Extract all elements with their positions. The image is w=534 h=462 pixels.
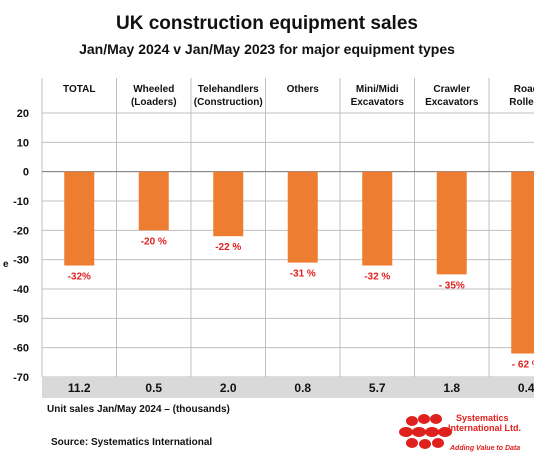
category-label: Telehandlers — [198, 84, 259, 95]
category-label: Wheeled — [133, 84, 174, 95]
category-label: TOTAL — [63, 84, 95, 95]
y-tick-label: -70 — [13, 372, 29, 384]
bar — [138, 171, 169, 231]
unit-sales-note: Unit sales Jan/May 2024 – (thousands) — [47, 404, 230, 415]
chart-subtitle: Jan/May 2024 v Jan/May 2023 for major eq… — [79, 41, 455, 57]
data-label: -22 % — [215, 242, 241, 253]
logo-line2: International Ltd. — [448, 423, 521, 433]
y-tick-label: -50 — [13, 313, 29, 325]
bar — [213, 171, 244, 237]
bar — [287, 171, 318, 263]
y-tick-label: -30 — [13, 255, 29, 267]
y-tick-label: -60 — [13, 343, 29, 355]
logo-line1: Systematics — [456, 413, 509, 423]
category-label: Excavators — [351, 97, 405, 108]
category-label: Mini/Midi — [356, 84, 399, 95]
systematics-logo: Systematics International Ltd. Adding Va… — [399, 413, 521, 452]
bar — [64, 171, 95, 266]
unit-sales-value: 0.5 — [145, 381, 162, 395]
unit-sales-value: 11.2 — [68, 381, 91, 395]
data-label: -31 % — [290, 269, 316, 280]
bar — [511, 171, 534, 354]
category-label: (Construction) — [194, 97, 263, 108]
category-label: Road — [514, 84, 534, 95]
y-tick-label: -10 — [13, 196, 29, 208]
data-label: -32% — [68, 272, 91, 283]
category-label: Others — [287, 84, 320, 95]
data-label: - 35% — [439, 280, 465, 291]
data-label: - 62 % — [512, 360, 534, 371]
y-tick-label: 10 — [17, 137, 29, 149]
y-tick-label: 0 — [23, 167, 29, 179]
bar — [436, 171, 467, 275]
unit-sales-value: 0.4 — [518, 381, 534, 395]
category-label: Crawler — [433, 84, 470, 95]
y-axis-label: e — [3, 259, 9, 270]
y-tick-label: -20 — [13, 225, 29, 237]
chart-title: UK construction equipment sales — [116, 13, 418, 34]
unit-sales-band — [42, 377, 534, 398]
unit-sales-value: 1.8 — [443, 381, 460, 395]
source-note: Source: Systematics International — [51, 437, 213, 448]
bar-chart: 20 10 0 -10 -20 -30 -40 -50 -60 -70 e TOTAL -32% 11.2… — [3, 78, 534, 398]
category-label: (Loaders) — [131, 97, 177, 108]
category-label: Rollers — [509, 97, 534, 108]
y-tick-label: -40 — [13, 284, 29, 296]
logo-tagline: Adding Value to Data — [449, 445, 520, 452]
category-label: Excavators — [425, 97, 479, 108]
unit-sales-value: 0.8 — [294, 381, 311, 395]
y-tick-label: 20 — [17, 108, 29, 120]
data-label: -32 % — [364, 272, 390, 283]
data-label: -20 % — [141, 236, 167, 247]
bar — [362, 171, 393, 266]
unit-sales-value: 5.7 — [369, 381, 386, 395]
unit-sales-value: 2.0 — [220, 381, 237, 395]
